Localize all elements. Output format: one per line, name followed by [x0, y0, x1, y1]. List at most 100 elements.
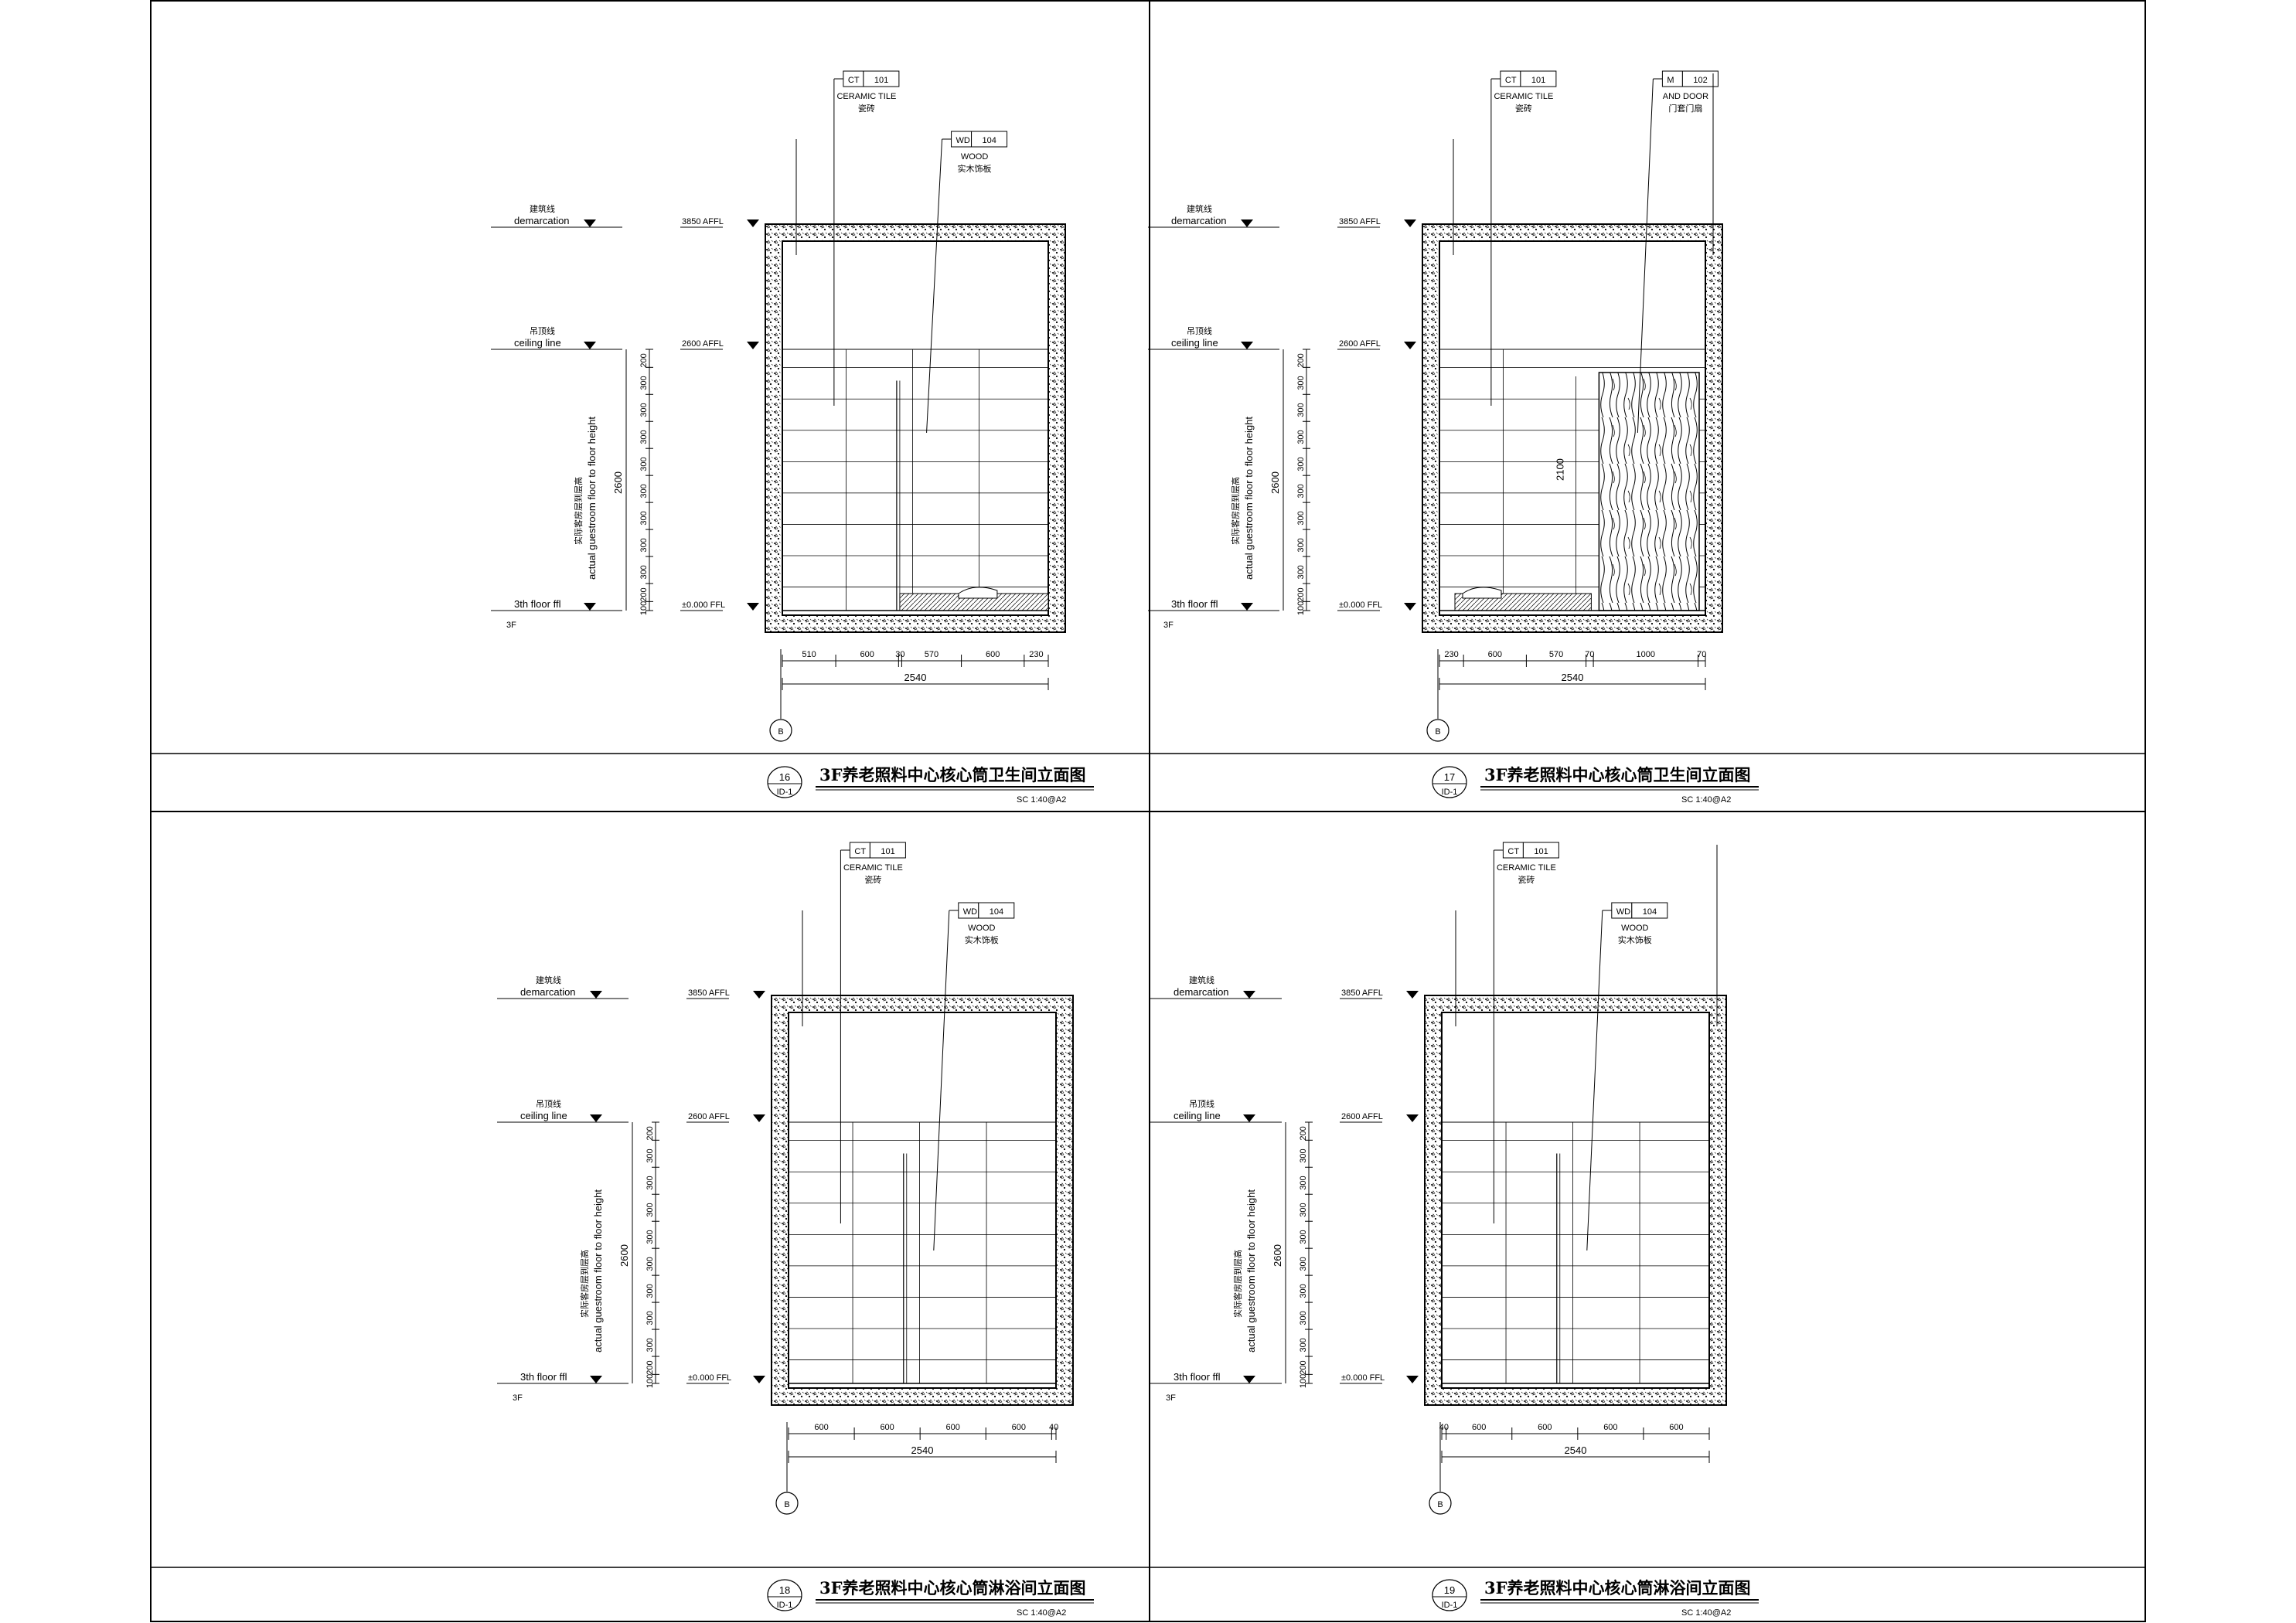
- side-label-cn: 实际客房层到层高: [1230, 477, 1241, 545]
- grid-bubble-label: B: [1437, 1500, 1443, 1509]
- callout-number: 101: [881, 847, 894, 856]
- callout-number: 104: [1643, 907, 1657, 917]
- level-name-cn: 建筑线: [536, 975, 561, 985]
- level-name-en: 3th floor ffl: [1171, 598, 1218, 610]
- elevation-value: 2600 AFFL: [1339, 339, 1381, 349]
- callout-code: WD: [963, 907, 977, 917]
- callout-number-box: [1522, 842, 1559, 859]
- level-name-cn: 吊顶线: [1189, 1098, 1214, 1109]
- height-dim-label: 300: [1296, 538, 1306, 552]
- height-dim-label: 300: [639, 511, 649, 525]
- callout-code: CT: [1505, 76, 1517, 85]
- drawing-scale: SC 1:40@A2: [1681, 795, 1731, 805]
- width-dim-label: 30: [895, 650, 904, 659]
- height-dim-label: 300: [646, 1148, 655, 1162]
- door-height-label: 2100: [1554, 458, 1565, 481]
- height-dim-label: 300: [1299, 1311, 1308, 1325]
- drawing-scale: SC 1:40@A2: [1017, 1608, 1066, 1618]
- total-height-label: 2600: [618, 1244, 630, 1267]
- side-label-cn: 实际客房层到层高: [1232, 1250, 1243, 1318]
- level-name-cn: 建筑线: [530, 203, 555, 214]
- height-dim-label: 300: [646, 1284, 655, 1298]
- callout-leader: [1586, 910, 1603, 1251]
- grid-bubble: [1426, 719, 1449, 742]
- grid-bubble-label: B: [1435, 727, 1440, 737]
- level-triangle-icon: [584, 603, 596, 611]
- height-dim-label: 300: [639, 403, 649, 417]
- height-dim-label: 300: [646, 1176, 655, 1189]
- level-name-en: 3th floor ffl: [514, 598, 561, 610]
- callout-number-box: [869, 842, 906, 859]
- callout-number: 101: [1531, 76, 1545, 85]
- height-dim-label: 300: [1299, 1148, 1308, 1162]
- height-dim-label: 300: [646, 1311, 655, 1325]
- drawing-title-block: 19 ID-1 3F养老照料中心核心筒淋浴间立面图 SC 1:40@A2: [1432, 1578, 1759, 1618]
- width-dim-label: 600: [1603, 1423, 1617, 1432]
- total-height-label: 2600: [612, 471, 624, 494]
- callout-number-box: [971, 131, 1008, 148]
- callout-leader: [926, 138, 943, 434]
- level-triangle-icon: [1243, 991, 1255, 999]
- level-triangle-icon: [584, 342, 596, 349]
- total-width-label: 2540: [911, 1444, 934, 1456]
- total-height-label: 2600: [1272, 1244, 1283, 1267]
- height-dim-label: 100: [1299, 1374, 1308, 1388]
- height-dim-label: 300: [1299, 1176, 1308, 1189]
- total-width-label: 2540: [1562, 672, 1584, 683]
- height-dim-label: 200: [639, 353, 649, 367]
- side-label-cn: 实际客房层到层高: [573, 477, 584, 545]
- level-name-en: demarcation: [514, 215, 570, 226]
- drawing-title-block: 17 ID-1 3F养老照料中心核心筒卫生间立面图 SC 1:40@A2: [1432, 765, 1759, 805]
- material-callout-m: M 102 AND DOOR 门套门扇: [1637, 70, 1719, 434]
- height-dim-label: 300: [1296, 511, 1306, 525]
- wall-section: [771, 995, 1074, 1406]
- callout-code: WD: [1616, 907, 1630, 917]
- drawing-number: 17: [1444, 771, 1455, 783]
- level-name-en: demarcation: [1171, 215, 1227, 226]
- drawing-scale: SC 1:40@A2: [1017, 795, 1066, 805]
- height-dim-label: 100: [1296, 601, 1306, 615]
- elevation-value: 3850 AFFL: [688, 988, 730, 998]
- height-dim-label: 300: [639, 430, 649, 444]
- width-dim-label: 600: [986, 650, 1000, 659]
- width-dim-label: 510: [802, 650, 816, 659]
- callout-code: CT: [1507, 847, 1519, 856]
- height-dim-label: 200: [1299, 1126, 1308, 1140]
- height-dim-label: 200: [646, 1360, 655, 1374]
- sheet-reference: ID-1: [777, 1601, 793, 1610]
- callout-leader: [1637, 78, 1654, 434]
- level-name-en: ceiling line: [1174, 1110, 1221, 1121]
- drawing-scale: SC 1:40@A2: [1681, 1608, 1731, 1618]
- elevation-triangle-icon: [1404, 219, 1416, 227]
- level-triangle-icon: [590, 1114, 602, 1122]
- elevation-value: ±0.000 FFL: [1339, 601, 1382, 610]
- drawing-number-bubble: [1432, 766, 1467, 798]
- height-dim-label: 300: [639, 565, 649, 579]
- grid-bubble: [1429, 1492, 1452, 1515]
- elevation-triangle-icon: [747, 342, 759, 349]
- elevation-triangle-icon: [753, 1114, 765, 1122]
- height-dim-label: 300: [639, 376, 649, 390]
- level-name-en: ceiling line: [520, 1110, 567, 1121]
- width-dim-label: 70: [1585, 650, 1594, 659]
- width-dim-label: 570: [1549, 650, 1563, 659]
- width-dim-label: 570: [925, 650, 938, 659]
- height-dim-label: 300: [1299, 1203, 1308, 1216]
- drawing-number: 19: [1444, 1584, 1455, 1596]
- width-dim-label: 600: [1669, 1423, 1683, 1432]
- callout-material-en: CERAMIC TILE: [836, 92, 896, 101]
- callout-material-en: AND DOOR: [1663, 92, 1708, 101]
- grid-bubble: [775, 1492, 799, 1515]
- level-name-en: ceiling line: [1171, 337, 1218, 349]
- tile-area: [782, 349, 1049, 611]
- height-dim-label: 200: [1296, 353, 1306, 367]
- width-dim-label: 230: [1444, 650, 1458, 659]
